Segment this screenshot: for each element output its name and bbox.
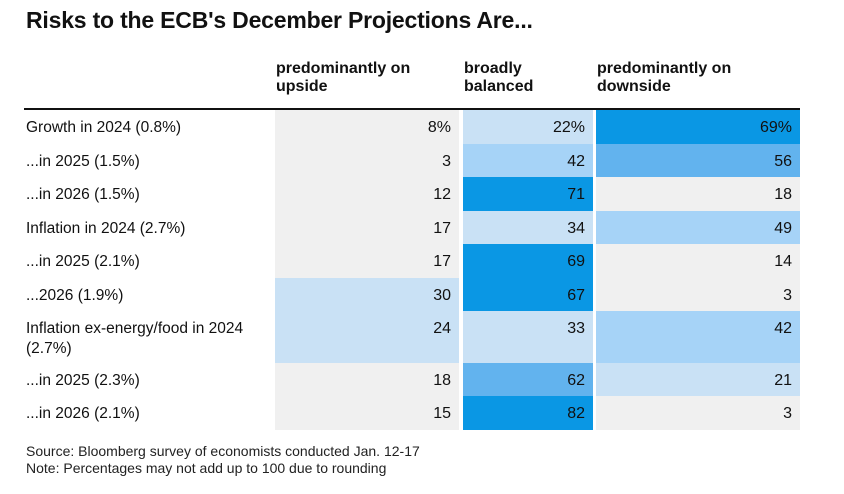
rounding-note: Note: Percentages may not add up to 100 … (26, 460, 387, 476)
row-label: Growth in 2024 (0.8%) (26, 119, 182, 136)
heatmap-table: 8% 22% 69% Growth in 2024 (0.8%) 3 42 56 ...in … (0, 110, 844, 430)
row-label: Inflation in 2024 (2.7%) (26, 220, 186, 237)
cell-upside: 3 (275, 144, 459, 177)
table-row: 24 33 42 Inflation ex-energy/food in 2024 (… (0, 311, 844, 363)
cell-upside: 30 (275, 278, 459, 311)
cell-upside: 12 (275, 177, 459, 211)
column-header-upside: predominantly on upside (276, 60, 411, 95)
row-label: ...in 2026 (2.1%) (26, 405, 140, 422)
column-header-downside: predominantly on downside (597, 60, 732, 95)
cell-upside: 15 (275, 396, 459, 430)
cell-downside: 14 (596, 244, 800, 278)
header-rule (24, 108, 800, 110)
table-row: 18 62 21 ...in 2025 (2.3%) (0, 363, 844, 396)
source-note: Source: Bloomberg survey of economists c… (26, 443, 420, 459)
cell-upside: 17 (275, 211, 459, 244)
table-row: 30 67 3 ...2026 (1.9%) (0, 278, 844, 311)
table-row: 8% 22% 69% Growth in 2024 (0.8%) (0, 110, 844, 144)
table-row: 12 71 18 ...in 2026 (1.5%) (0, 177, 844, 211)
cell-downside: 56 (596, 144, 800, 177)
row-label: ...in 2025 (1.5%) (26, 153, 140, 170)
row-label: ...2026 (1.9%) (26, 287, 124, 304)
cell-downside: 18 (596, 177, 800, 211)
cell-balanced: 33 (463, 311, 593, 363)
cell-downside: 49 (596, 211, 800, 244)
row-label: Inflation ex-energy/food in 2024 (2.7%) (26, 320, 244, 357)
row-label: ...in 2025 (2.1%) (26, 253, 140, 270)
cell-downside: 42 (596, 311, 800, 363)
cell-downside: 3 (596, 278, 800, 311)
table-row: 17 34 49 Inflation in 2024 (2.7%) (0, 211, 844, 244)
page-title: Risks to the ECB's December Projections … (26, 7, 533, 33)
cell-downside: 69% (596, 110, 800, 144)
cell-upside: 17 (275, 244, 459, 278)
cell-balanced: 69 (463, 244, 593, 278)
cell-downside: 21 (596, 363, 800, 396)
cell-upside: 24 (275, 311, 459, 363)
cell-upside: 8% (275, 110, 459, 144)
cell-balanced: 67 (463, 278, 593, 311)
row-label: ...in 2026 (1.5%) (26, 186, 140, 203)
column-header-balanced: broadly balanced (464, 60, 534, 95)
table-row: 17 69 14 ...in 2025 (2.1%) (0, 244, 844, 278)
cell-balanced: 82 (463, 396, 593, 430)
cell-upside: 18 (275, 363, 459, 396)
cell-balanced: 71 (463, 177, 593, 211)
table-row: 15 82 3 ...in 2026 (2.1%) (0, 396, 844, 430)
table-row: 3 42 56 ...in 2025 (1.5%) (0, 144, 844, 177)
cell-balanced: 22% (463, 110, 593, 144)
cell-balanced: 34 (463, 211, 593, 244)
row-label: ...in 2025 (2.3%) (26, 372, 140, 389)
cell-balanced: 62 (463, 363, 593, 396)
cell-downside: 3 (596, 396, 800, 430)
cell-balanced: 42 (463, 144, 593, 177)
footnotes: Source: Bloomberg survey of economists c… (26, 443, 420, 477)
